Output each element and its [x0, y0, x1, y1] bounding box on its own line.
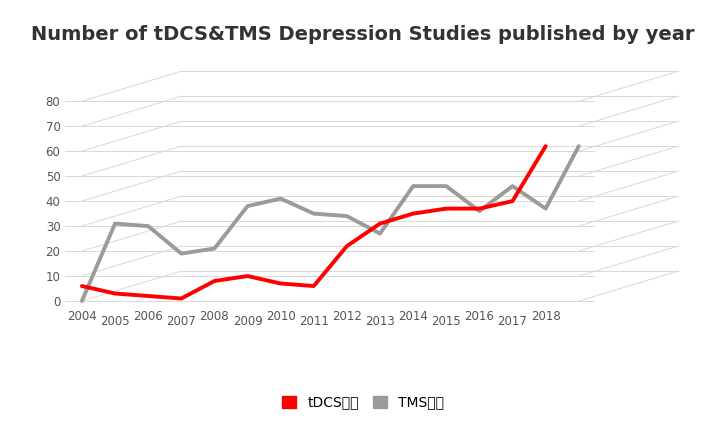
Text: 2011: 2011	[299, 315, 329, 328]
Text: 2006: 2006	[134, 310, 163, 323]
Legend: tDCS연구, TMS연구: tDCS연구, TMS연구	[278, 391, 448, 414]
Text: 2012: 2012	[332, 310, 362, 323]
Text: 2015: 2015	[431, 315, 461, 328]
Text: Number of tDCS&TMS Depression Studies published by year: Number of tDCS&TMS Depression Studies pu…	[31, 26, 695, 45]
Text: 2005: 2005	[100, 315, 130, 328]
Text: 2007: 2007	[166, 315, 196, 328]
Text: 2010: 2010	[266, 310, 295, 323]
Text: 2013: 2013	[365, 315, 395, 328]
Text: 2017: 2017	[497, 315, 528, 328]
Text: 2008: 2008	[200, 310, 229, 323]
Text: 2009: 2009	[232, 315, 262, 328]
Text: 2018: 2018	[531, 310, 560, 323]
Text: 2014: 2014	[398, 310, 428, 323]
Text: 2016: 2016	[465, 310, 494, 323]
Text: 2004: 2004	[67, 310, 97, 323]
